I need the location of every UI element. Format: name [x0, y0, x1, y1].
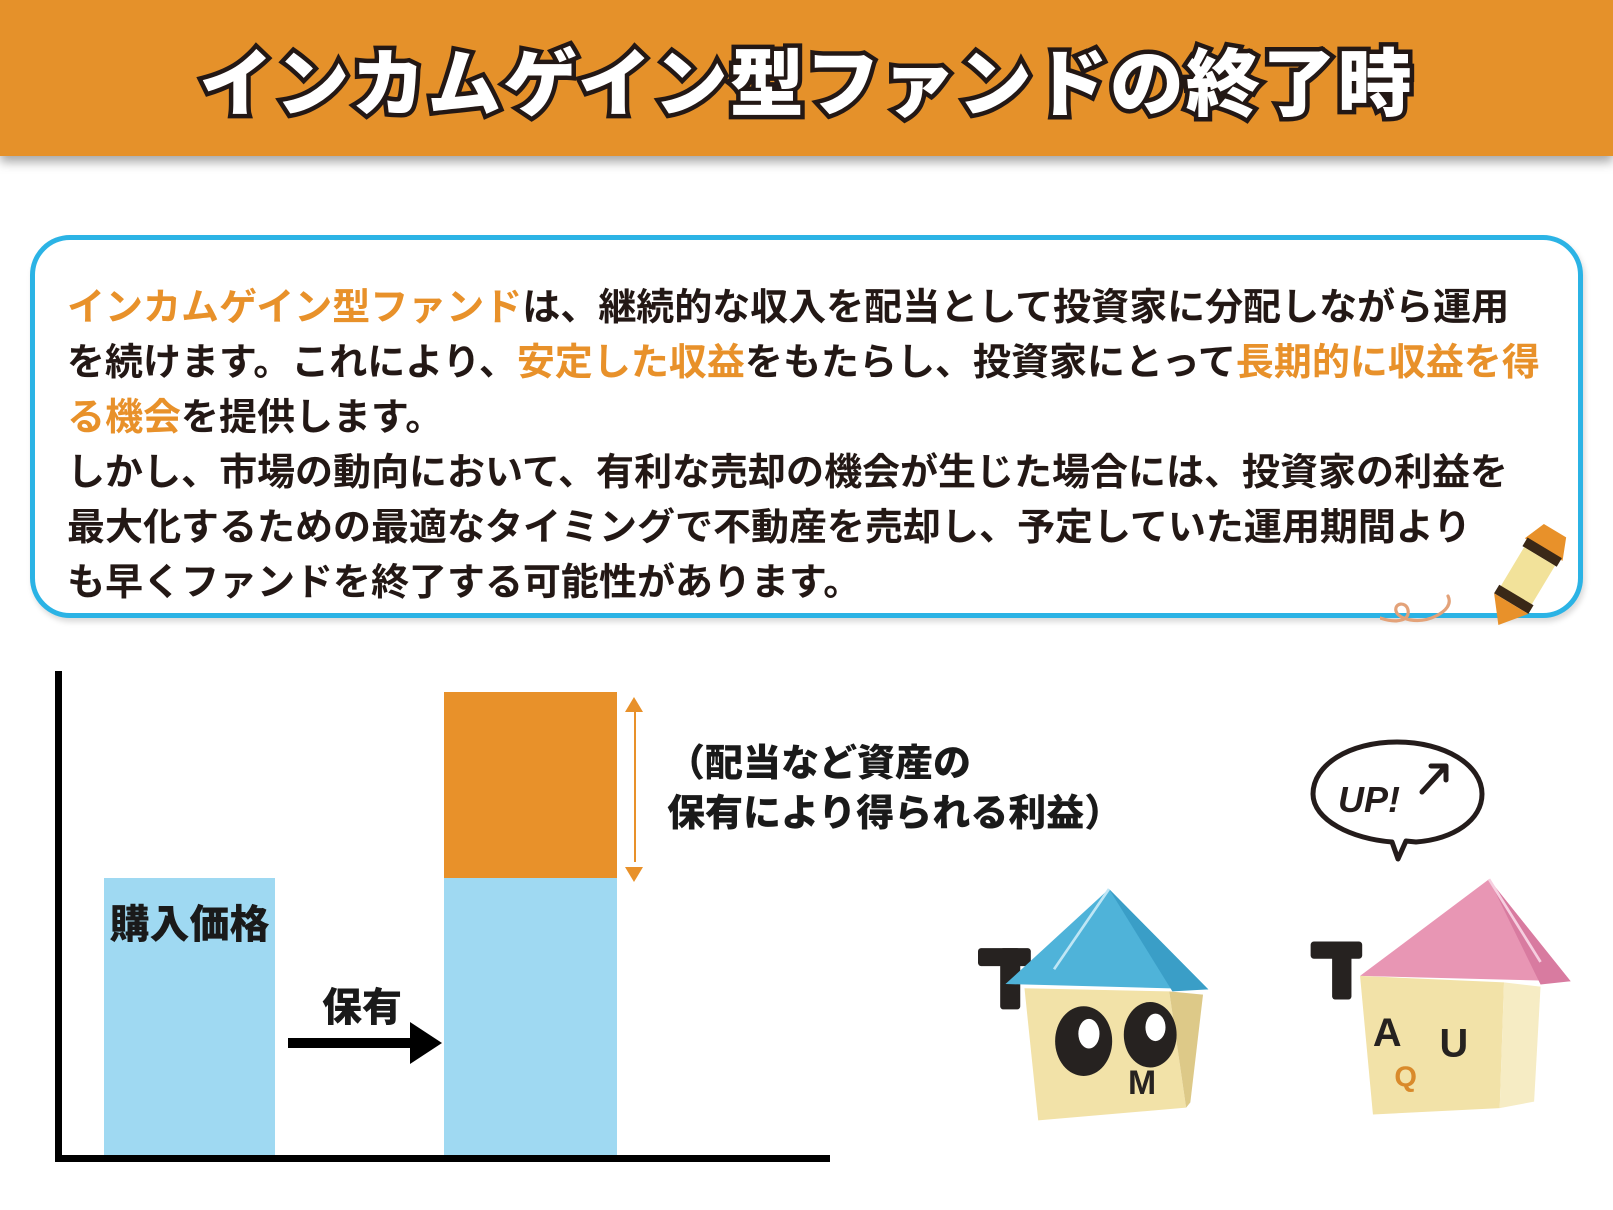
svg-text:UP!: UP!	[1338, 779, 1400, 820]
svg-text:M: M	[1128, 1064, 1156, 1102]
svg-text:U: U	[1440, 1021, 1469, 1065]
svg-text:A: A	[1373, 1011, 1402, 1055]
svg-text:Q: Q	[1394, 1062, 1417, 1094]
